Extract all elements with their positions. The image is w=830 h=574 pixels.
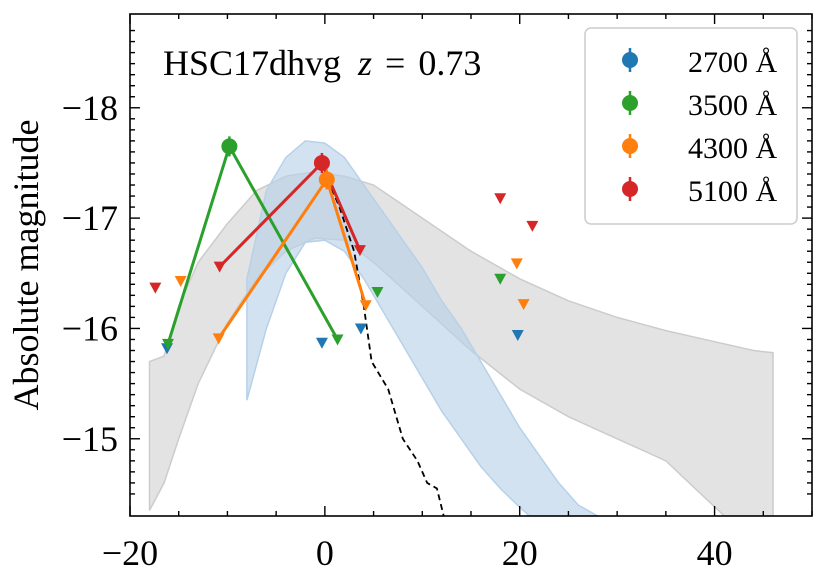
data-marks <box>149 136 539 355</box>
dashed-model-line <box>326 179 445 516</box>
y-tick-labels: −18 −17 −16 −15 <box>62 88 118 459</box>
upper-limit-s3-2 <box>212 333 225 345</box>
chart-title: HSC17dhvg z = 0.73 <box>163 43 481 83</box>
legend-label: 3500 Å <box>688 89 778 122</box>
upper-limit-s4-1 <box>149 282 162 294</box>
y-axis-label: Absolute magnitude <box>6 120 46 411</box>
upper-limit-s3-1 <box>174 275 187 287</box>
detection-s3-1 <box>318 171 335 188</box>
upper-limit-s4-2 <box>213 261 226 273</box>
legend-marker <box>622 138 638 154</box>
detection-s4-1 <box>313 154 330 171</box>
upper-limit-s3-4 <box>510 258 523 270</box>
legend: 2700 Å 3500 Å 4300 Å 5100 Å <box>584 27 798 225</box>
x-tick-label: 0 <box>316 533 334 573</box>
x-tick-label: 20 <box>502 533 538 573</box>
legend-marker <box>622 181 638 197</box>
detection-s2-1 <box>221 138 238 155</box>
upper-limit-s2-2 <box>331 334 344 346</box>
x-tick-label: −20 <box>102 533 158 573</box>
upper-limit-s1-4 <box>511 330 524 342</box>
legend-marker <box>622 95 638 111</box>
model-band-2 <box>246 140 600 516</box>
upper-limit-s1-3 <box>354 323 367 335</box>
y-tick-label: −16 <box>62 308 118 348</box>
upper-limit-s3-5 <box>517 299 530 311</box>
upper-limit-s2-4 <box>494 273 507 285</box>
upper-limit-s3-3 <box>359 300 372 312</box>
upper-limit-s4-3 <box>353 245 366 257</box>
upper-limit-s1-2 <box>315 337 328 349</box>
x-tick-label: 40 <box>697 533 733 573</box>
legend-label: 4300 Å <box>688 132 778 165</box>
legend-marker <box>622 52 638 68</box>
legend-box <box>584 27 798 225</box>
dashed-line <box>326 179 445 516</box>
legend-label: 5100 Å <box>688 175 778 208</box>
y-tick-label: −15 <box>62 419 118 459</box>
upper-limit-s4-5 <box>526 220 539 232</box>
axis-ticks <box>129 14 813 516</box>
upper-limit-s2-3 <box>371 287 384 299</box>
upper-limit-s4-4 <box>494 193 507 205</box>
upper-limit-s2-1 <box>161 338 174 350</box>
x-tick-labels: −20 0 20 40 <box>102 533 733 573</box>
legend-label: 2700 Å <box>688 46 778 79</box>
y-tick-label: −18 <box>62 88 118 128</box>
y-tick-label: −17 <box>62 198 118 238</box>
